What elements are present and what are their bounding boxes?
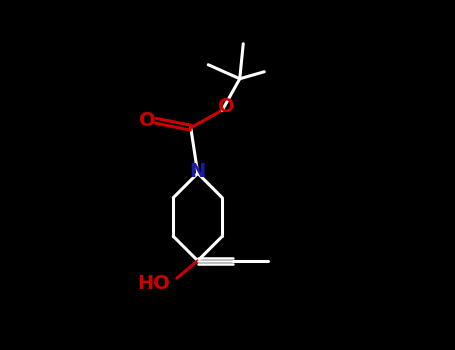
- Text: N: N: [190, 162, 206, 181]
- Text: O: O: [139, 111, 155, 130]
- Text: HO: HO: [137, 274, 171, 293]
- Text: O: O: [218, 97, 235, 116]
